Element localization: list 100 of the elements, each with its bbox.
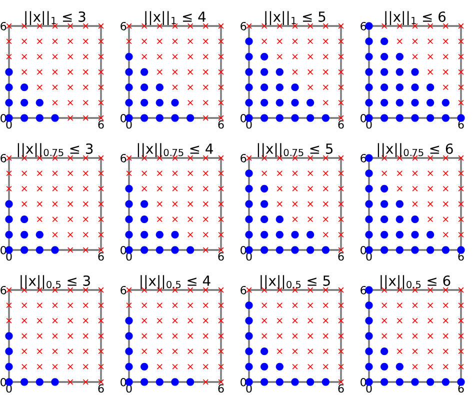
point (82, 318, 89, 324)
point (380, 114, 388, 122)
point (187, 84, 194, 90)
point (98, 23, 104, 29)
point (202, 69, 209, 75)
point (411, 98, 419, 106)
point (82, 84, 89, 90)
point (218, 201, 224, 207)
point (82, 302, 89, 308)
point (98, 155, 104, 161)
point (322, 232, 329, 238)
point (52, 170, 58, 176)
point (126, 302, 132, 308)
point (338, 170, 344, 176)
point (202, 54, 209, 60)
point (5, 216, 13, 224)
point (202, 84, 209, 90)
point (260, 52, 268, 60)
chart-title: ||x||$_{0.5}$ ≤ 6 (380, 275, 450, 290)
x-tick-label: 6 (218, 120, 224, 129)
point (172, 170, 178, 176)
point (322, 84, 329, 90)
point (140, 98, 148, 106)
point (82, 247, 89, 253)
point (307, 216, 314, 222)
point (52, 84, 58, 90)
point (218, 364, 224, 370)
point (427, 186, 434, 192)
point (156, 69, 163, 75)
point (218, 318, 224, 324)
point (322, 378, 330, 386)
point (338, 364, 344, 370)
point (21, 302, 28, 308)
point (67, 201, 74, 207)
point (457, 114, 465, 122)
point (260, 378, 268, 386)
point (396, 84, 404, 92)
point (427, 201, 434, 207)
point (141, 318, 148, 324)
point (6, 38, 12, 44)
point (171, 114, 179, 122)
point (172, 84, 178, 90)
point (186, 246, 194, 254)
point (141, 333, 148, 339)
point (202, 38, 209, 44)
point (427, 155, 434, 161)
point (338, 302, 344, 308)
point (276, 378, 284, 386)
point (381, 302, 388, 308)
point (442, 364, 449, 370)
point (442, 232, 449, 238)
point (246, 23, 252, 29)
point (141, 302, 148, 308)
point (172, 302, 178, 308)
point (67, 69, 74, 75)
point (125, 316, 133, 324)
point (140, 114, 148, 122)
point (292, 333, 298, 339)
point (365, 184, 373, 192)
point (6, 155, 12, 161)
point (141, 348, 148, 354)
x-tick-label: 6 (98, 384, 104, 393)
point (187, 201, 194, 207)
point (82, 38, 89, 44)
point (82, 201, 89, 207)
point (125, 230, 133, 238)
point (442, 170, 449, 176)
point (36, 170, 43, 176)
point (396, 38, 403, 44)
point (126, 155, 132, 161)
point (21, 54, 28, 60)
point (6, 23, 12, 29)
point (202, 333, 209, 339)
point (218, 348, 224, 354)
point (52, 201, 58, 207)
point (21, 348, 28, 354)
point (396, 318, 403, 324)
point (458, 333, 464, 339)
point (82, 69, 89, 75)
point (67, 348, 74, 354)
point (365, 230, 373, 238)
point (20, 246, 28, 254)
point (36, 216, 43, 222)
point (427, 170, 434, 176)
point (426, 98, 434, 106)
point (291, 246, 299, 254)
point (442, 246, 450, 254)
point (338, 155, 344, 161)
point (202, 379, 209, 385)
point (52, 318, 58, 324)
y-tick-label: 6 (120, 22, 126, 30)
point (260, 84, 268, 92)
point (172, 69, 178, 75)
point (307, 287, 314, 293)
point (276, 186, 283, 192)
point (396, 114, 404, 122)
point (6, 54, 12, 60)
point (307, 38, 314, 44)
point (412, 186, 418, 192)
point (380, 200, 388, 208)
